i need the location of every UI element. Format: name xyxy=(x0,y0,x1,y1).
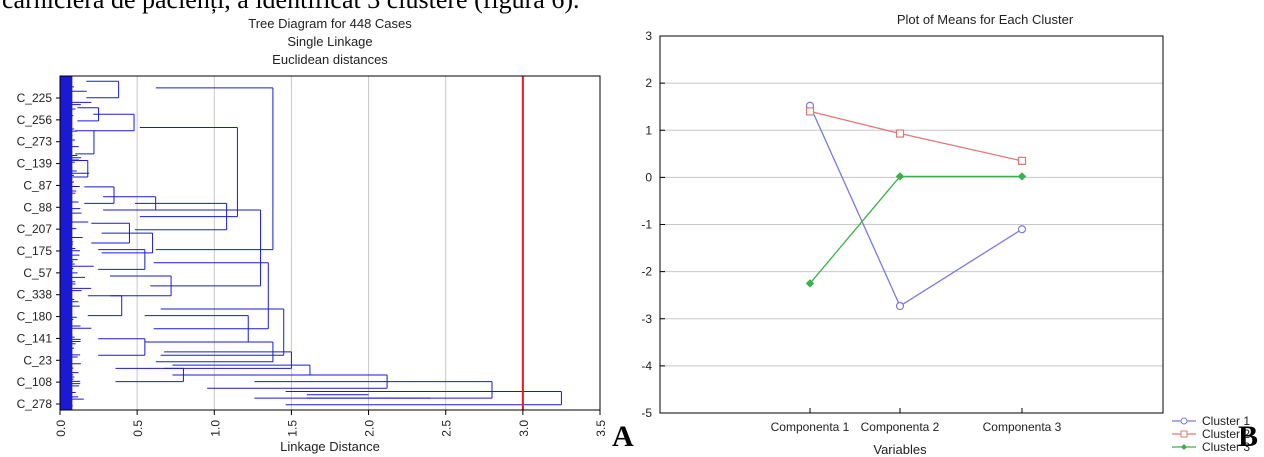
x-tick-label: 0.5 xyxy=(131,420,145,437)
y-tick-label: 0 xyxy=(645,170,652,184)
chart-a-xlabel: Linkage Distance xyxy=(280,439,380,454)
x-tick-label: 1.5 xyxy=(285,420,299,437)
case-label: C_175 xyxy=(17,244,53,258)
chart-b-title: Plot of Means for Each Cluster xyxy=(897,12,1074,27)
data-point-cluster-2 xyxy=(1017,156,1027,165)
case-label: C_57 xyxy=(23,266,52,280)
case-label: C_139 xyxy=(17,157,53,171)
dendrogram-leaf-bundle xyxy=(60,76,73,410)
case-label: C_108 xyxy=(17,375,53,389)
y-tick-label: -4 xyxy=(641,359,652,373)
data-point-cluster-3 xyxy=(895,172,905,181)
case-label: C_338 xyxy=(17,288,53,302)
x-tick-label: 2.5 xyxy=(440,420,454,437)
case-label: C_141 xyxy=(17,331,53,345)
caption-text: cărnicieră de pacienți, a identificat 3 … xyxy=(0,0,1264,20)
chart-a-title-line-1: Tree Diagram for 448 Cases xyxy=(248,16,412,31)
legend-label-cluster-3: Cluster 3 xyxy=(1202,440,1250,454)
x-tick-label: Componenta 3 xyxy=(983,420,1062,434)
chart-a-title-line-3: Euclidean distances xyxy=(272,52,388,67)
legend-marker xyxy=(1180,430,1188,438)
means-plot-chart: Plot of Means for Each Cluster 3 2 1 0 -1 -2 -… xyxy=(641,12,1250,457)
data-point-cluster-2 xyxy=(805,107,815,116)
data-point-cluster-1 xyxy=(1017,225,1027,234)
y-tick-label: 2 xyxy=(645,76,652,90)
case-label: C_278 xyxy=(17,397,53,411)
case-label: C_88 xyxy=(23,200,52,214)
panel-letter-a: A xyxy=(612,420,634,453)
legend-marker xyxy=(1181,444,1187,450)
x-tick-label: 3.0 xyxy=(517,420,531,437)
x-tick-label: 1.0 xyxy=(208,420,222,437)
x-tick-label: 2.0 xyxy=(363,420,377,437)
data-point-cluster-2 xyxy=(895,129,905,138)
panel-letter-b: B xyxy=(1238,420,1259,453)
series-line-cluster-3 xyxy=(809,175,1022,284)
x-tick-label: 0.0 xyxy=(54,420,68,437)
x-tick-label: Componenta 2 xyxy=(861,420,940,434)
data-point-cluster-3 xyxy=(1017,172,1027,181)
case-label: C_225 xyxy=(17,91,53,105)
chart-a-plot-frame xyxy=(59,75,601,411)
y-tick-label: 1 xyxy=(645,123,652,137)
legend-marker xyxy=(1180,417,1188,425)
y-tick-label: 3 xyxy=(645,29,652,43)
case-label: C_273 xyxy=(17,135,53,149)
series-line-cluster-2 xyxy=(809,110,1023,162)
case-label: C_87 xyxy=(23,178,52,192)
legend-label-cluster-2: Cluster 2 xyxy=(1202,427,1250,441)
legend-label-cluster-1: Cluster 1 xyxy=(1202,414,1250,428)
case-label: C_180 xyxy=(17,310,53,324)
case-label: C_23 xyxy=(23,353,52,367)
chart-b-xlabel: Variables xyxy=(873,442,927,457)
tree-diagram-chart: Tree Diagram for 448 Cases Single Linkag… xyxy=(17,16,608,454)
case-label: C_256 xyxy=(17,113,53,127)
x-tick-label: Componenta 1 xyxy=(771,420,850,434)
x-tick-label: 3.5 xyxy=(594,420,608,437)
y-tick-label: -3 xyxy=(641,312,652,326)
series-line-cluster-1 xyxy=(809,105,1023,307)
y-tick-label: -1 xyxy=(641,218,652,232)
data-point-cluster-3 xyxy=(805,279,815,288)
case-label: C_207 xyxy=(17,222,53,236)
y-tick-label: -2 xyxy=(641,265,652,279)
chart-a-title-line-2: Single Linkage xyxy=(287,34,372,49)
y-tick-label: -5 xyxy=(641,406,652,420)
data-point-cluster-1 xyxy=(895,301,905,311)
